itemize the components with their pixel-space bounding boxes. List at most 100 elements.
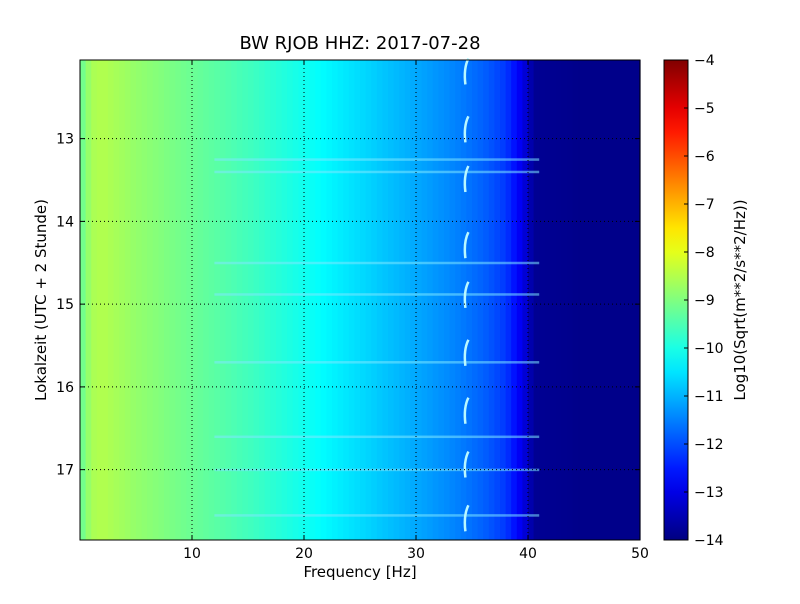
spectrogram-column bbox=[298, 60, 305, 540]
colorbar-tick-label: −4 bbox=[694, 53, 715, 69]
spectrogram-column bbox=[197, 60, 204, 540]
spectrogram-column bbox=[578, 60, 585, 540]
noise-band bbox=[214, 293, 540, 296]
spectrogram-column bbox=[192, 60, 199, 540]
spectrogram-column bbox=[544, 60, 551, 540]
spectrogram-column bbox=[612, 60, 619, 540]
grid-lines bbox=[80, 60, 640, 540]
spectrogram-column bbox=[354, 60, 361, 540]
spectrogram-column bbox=[326, 60, 333, 540]
spectrogram-column bbox=[253, 60, 260, 540]
spectrogram-column bbox=[567, 60, 574, 540]
colorbar-tick-label: −11 bbox=[694, 389, 724, 405]
spectrogram-column bbox=[595, 60, 602, 540]
spectrogram-column bbox=[337, 60, 344, 540]
spectrogram-column bbox=[130, 60, 137, 540]
spike-event bbox=[463, 281, 470, 309]
spectrogram-column bbox=[505, 60, 512, 540]
spectrogram-column bbox=[365, 60, 372, 540]
spectrogram-column bbox=[343, 60, 350, 540]
spectrogram-column bbox=[444, 60, 451, 540]
spectrogram-column bbox=[186, 60, 193, 540]
x-tick-label: 50 bbox=[631, 546, 649, 562]
spectrogram-column bbox=[539, 60, 546, 540]
spike-event bbox=[463, 450, 470, 478]
spectrogram-column bbox=[556, 60, 563, 540]
spectrogram-column bbox=[248, 60, 255, 540]
spectrogram-column bbox=[304, 60, 311, 540]
spectrogram-column bbox=[376, 60, 383, 540]
spectrogram-column bbox=[281, 60, 288, 540]
spectrogram-column bbox=[108, 60, 115, 540]
spectrogram-column bbox=[242, 60, 249, 540]
spectrogram-column bbox=[399, 60, 406, 540]
spectrogram-column bbox=[623, 60, 630, 540]
spectrogram-column bbox=[225, 60, 232, 540]
y-axis: 13 14 15 16 17 bbox=[56, 132, 640, 479]
colorbar-tick-label: −5 bbox=[694, 101, 715, 117]
spectrogram-column bbox=[264, 60, 271, 540]
chart-title: BW RJOB HHZ: 2017-07-28 bbox=[239, 33, 480, 54]
spectrogram-column bbox=[477, 60, 484, 540]
spectrogram-column bbox=[320, 60, 327, 540]
spike-event bbox=[463, 397, 470, 424]
x-tick-label: 10 bbox=[183, 546, 201, 562]
spectrogram-column bbox=[522, 60, 529, 540]
spectrogram-column bbox=[483, 60, 490, 540]
spectrogram-column bbox=[91, 60, 98, 540]
spectrogram-column bbox=[533, 60, 540, 540]
spectrogram-column bbox=[96, 60, 103, 540]
spectrogram-column bbox=[628, 60, 635, 540]
colorbar-tick-label: −8 bbox=[694, 245, 715, 261]
spectrogram-column bbox=[85, 60, 92, 540]
spectrogram-heatmap bbox=[80, 57, 641, 540]
noise-band bbox=[214, 261, 540, 265]
spectrogram-column bbox=[561, 60, 568, 540]
spike-event bbox=[463, 339, 470, 366]
spectrogram-column bbox=[124, 60, 131, 540]
spectrogram-column bbox=[169, 60, 176, 540]
spike-event bbox=[463, 504, 470, 532]
noise-band bbox=[214, 158, 540, 161]
spectrogram-column bbox=[315, 60, 322, 540]
spectrogram-column bbox=[516, 60, 523, 540]
spectrogram-column bbox=[606, 60, 613, 540]
spectrogram-column bbox=[404, 60, 411, 540]
spectrogram-column bbox=[432, 60, 439, 540]
spectrogram-column bbox=[270, 60, 277, 540]
colorbar-ticks: −4 −5 −6 −7 −8 −9 −10 −11 −12 −13 −14 bbox=[684, 53, 724, 549]
spectrogram-column bbox=[80, 60, 87, 540]
spectrogram-column bbox=[600, 60, 607, 540]
x-tick-label: 40 bbox=[519, 546, 537, 562]
spectrogram-column bbox=[500, 60, 507, 540]
spectrogram-column bbox=[511, 60, 518, 540]
spectrogram-column bbox=[236, 60, 243, 540]
spectrogram-column bbox=[287, 60, 294, 540]
spectrogram-column bbox=[113, 60, 120, 540]
colorbar-tick-label: −10 bbox=[694, 341, 724, 357]
spectrogram-column bbox=[416, 60, 423, 540]
y-tick-label: 16 bbox=[56, 380, 74, 396]
plot-frame bbox=[79, 59, 641, 541]
spectrogram-column bbox=[427, 60, 434, 540]
x-axis-label: Frequency [Hz] bbox=[303, 563, 416, 581]
spectrogram-column bbox=[528, 60, 535, 540]
spectrogram-column bbox=[617, 60, 624, 540]
colorbar-tick-label: −6 bbox=[694, 149, 715, 165]
x-axis: 10 20 30 40 50 bbox=[183, 60, 649, 562]
spectrogram-column bbox=[421, 60, 428, 540]
spectrogram-column bbox=[208, 60, 215, 540]
spike-event bbox=[463, 231, 470, 259]
spectrogram-column bbox=[203, 60, 210, 540]
colorbar-tick-label: −12 bbox=[694, 437, 724, 453]
spectrogram-column bbox=[634, 60, 641, 540]
spectrogram-column bbox=[348, 60, 355, 540]
noise-band bbox=[214, 361, 540, 364]
spectrogram-column bbox=[572, 60, 579, 540]
x-tick-label: 20 bbox=[295, 546, 313, 562]
spectrogram-column bbox=[220, 60, 227, 540]
spectrogram-column bbox=[360, 60, 367, 540]
spectrogram-column bbox=[276, 60, 283, 540]
